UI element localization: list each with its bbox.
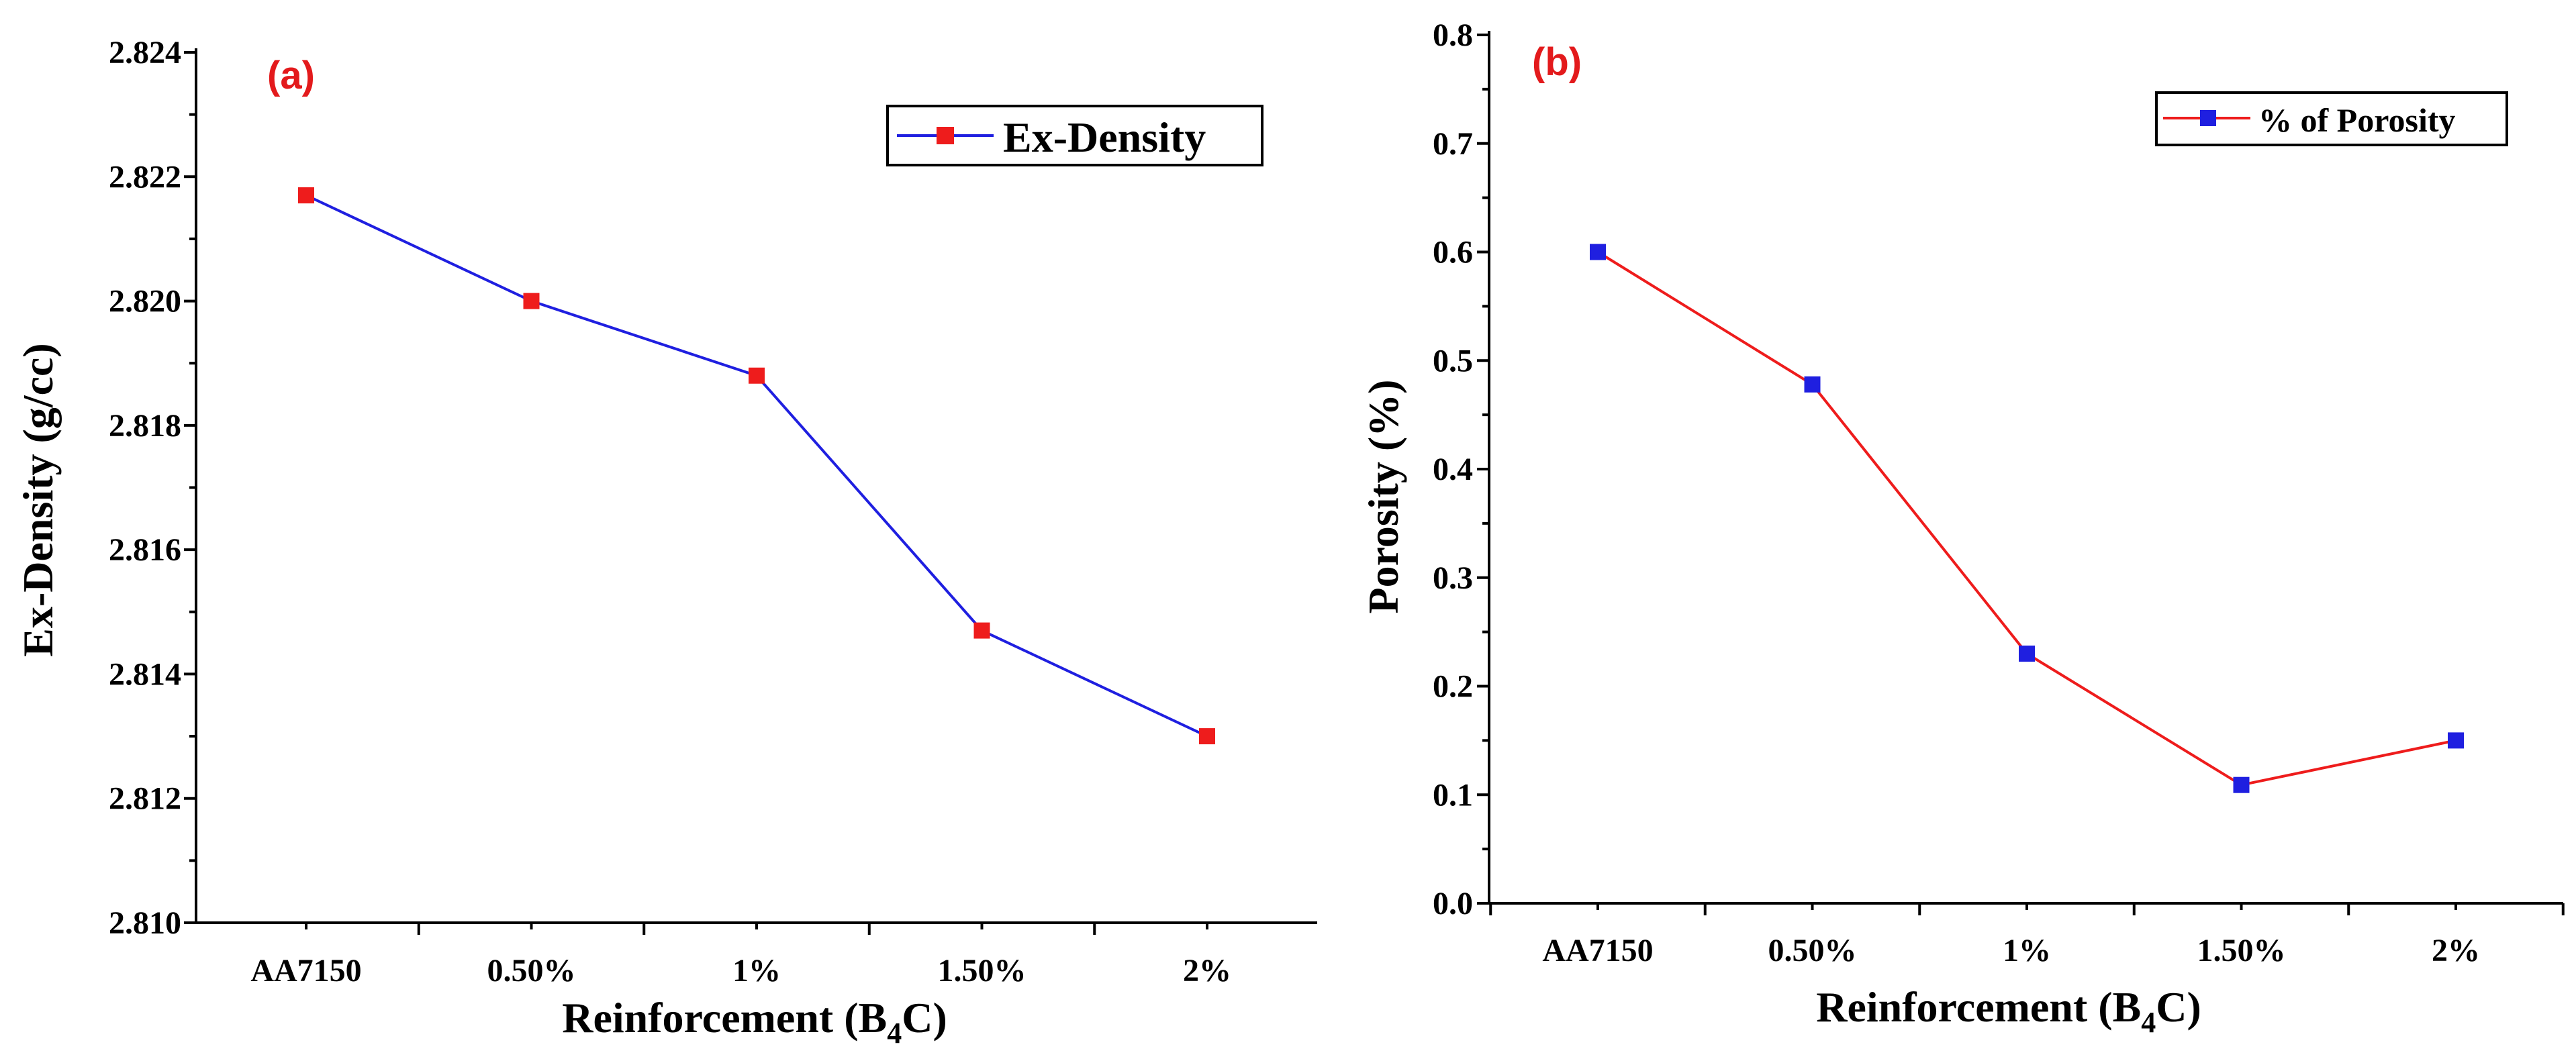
chart-b-x-tick-label: 0.50% [1768,933,1857,968]
chart-b-x-tick-label: AA7150 [1542,933,1653,968]
chart-b-legend-label: % of Porosity [2258,101,2455,139]
chart-a-x-axis-label-subscript: 4 [887,1017,902,1050]
chart-b-x-axis-label-main: Reinforcement (B [1816,983,2141,1031]
chart-a-panel-label: (a) [267,54,315,97]
chart-a-y-tick-label: 2.820 [109,284,181,319]
chart-a-x-axis-label-tail: C) [902,994,947,1042]
chart-a-data-point [523,293,540,309]
chart-b-panel-label: (b) [1532,40,1582,84]
chart-a-x-tick-label: 1.50% [938,953,1027,989]
chart-b-y-tick-label: 0.6 [1433,235,1473,270]
chart-a-y-tick-label: 2.812 [109,781,181,817]
chart-a-legend-marker-swatch [937,127,954,144]
chart-a-data-point [1199,728,1215,745]
chart-b-y-axis-label: Porosity (%) [1359,380,1407,614]
chart-a-x-tick-label: 2% [1183,953,1231,989]
chart-b-x-axis-label: Reinforcement (B4C) [1816,983,2201,1039]
chart-a-y-tick-label: 2.810 [109,905,181,941]
chart-b-y-tick-label: 0.2 [1433,669,1473,705]
chart-b-data-point [1804,376,1821,393]
chart-a-data-point [749,367,765,384]
chart-a-x-tick-label: 1% [732,953,781,989]
chart-b-x-tick-label: 2% [2432,933,2480,968]
chart-a-data-point [973,622,990,639]
chart-a-legend: Ex-Density [886,105,1263,166]
chart-b-y-tick-label: 0.7 [1433,126,1473,162]
chart-a-y-axis-label: Ex-Density (g/cc) [14,343,62,656]
chart-b-y-tick-label: 0.3 [1433,560,1473,596]
chart-b-data-point [2233,776,2250,793]
chart-b-y-tick-label: 0.1 [1433,777,1473,813]
chart-a-x-tick-label: AA7150 [250,953,361,989]
chart-a-legend-label: Ex-Density [1003,113,1206,161]
chart-b-x-tick-label: 1.50% [2197,933,2286,968]
chart-a-marks: 2.810 2.812 2.814 2.816 2.818 2.820 2.822 2.824… [109,35,1317,989]
chart-b-y-tick-label: 0.0 [1433,886,1473,921]
chart-a-y-tick-label: 2.814 [109,656,181,692]
chart-b-data-point [2448,732,2464,749]
chart-a-y-tick-label: 2.824 [109,35,181,70]
chart-b-marks: 0.0 0.1 0.2 0.3 0.4 0.5 0.6 0.7 0.8 AA7150 0.50% 1%… [1433,17,2565,968]
chart-b-x-tick-label: 1% [2003,933,2051,968]
chart-b-porosity: 0.0 0.1 0.2 0.3 0.4 0.5 0.6 0.7 0.8 AA7150 0.50% 1%… [1359,17,2565,1039]
chart-b-series-line [1596,250,2456,787]
chart-a-y-tick-label: 2.816 [109,532,181,568]
chart-b-legend: % of Porosity [2155,91,2508,146]
chart-b-y-tick-label: 0.8 [1433,17,1473,53]
chart-a-y-tick-label: 2.818 [109,408,181,444]
chart-b-data-point [1590,244,1606,260]
chart-b-data-point [2019,645,2035,662]
chart-a-x-axis-label: Reinforcement (B4C) [562,994,947,1050]
chart-b-x-axis-label-subscript: 4 [2141,1006,2156,1039]
chart-a-x-axis-label-main: Reinforcement (B [562,994,887,1042]
chart-b-y-tick-label: 0.4 [1433,452,1473,487]
chart-a-ex-density: 2.810 2.812 2.814 2.816 2.818 2.820 2.822 2.824… [14,35,1317,1050]
chart-a-series-line [305,194,1208,738]
chart-b-y-tick-label: 0.5 [1433,343,1473,378]
chart-a-data-point [298,187,314,204]
chart-a-x-tick-label: 0.50% [487,953,576,989]
chart-b-legend-marker-swatch [2200,110,2216,126]
chart-a-y-tick-label: 2.822 [109,159,181,195]
chart-b-x-axis-label-tail: C) [2156,983,2201,1031]
